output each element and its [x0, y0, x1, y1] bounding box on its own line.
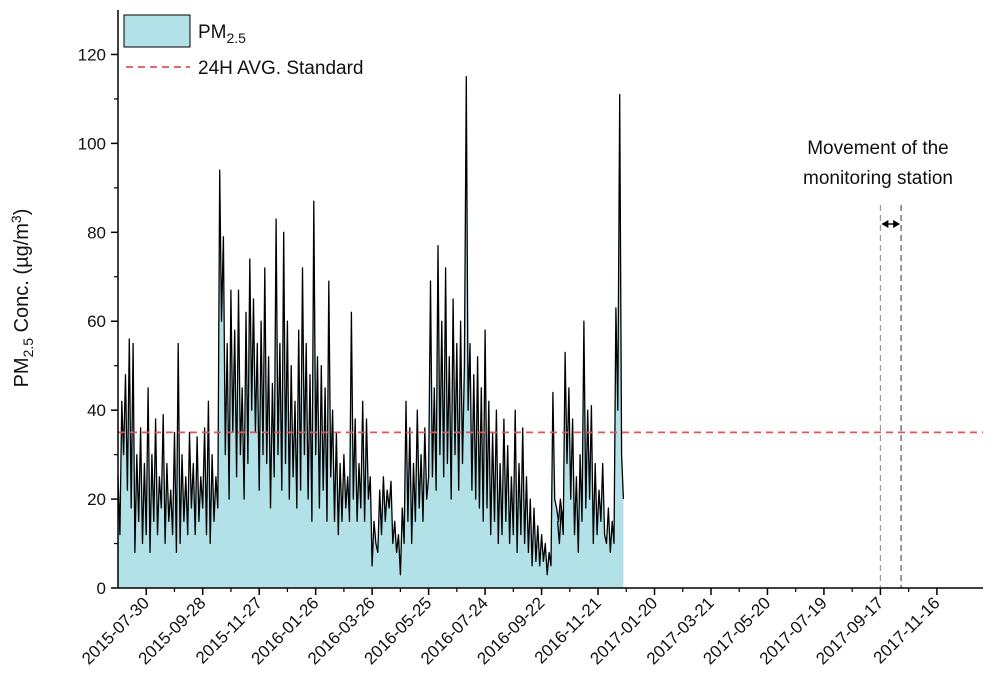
y-tick-label-40: 40: [87, 401, 106, 420]
y-tick-label-60: 60: [87, 312, 106, 331]
y-tick-label-0: 0: [97, 579, 106, 598]
legend: PM2.5 24H AVG. Standard: [123, 14, 363, 79]
gap-arrow-right-head: [893, 220, 901, 228]
legend-label-pm25: PM2.5: [198, 22, 246, 46]
legend-label-standard: 24H AVG. Standard: [198, 58, 363, 79]
gap-arrow-left-head: [881, 220, 889, 228]
annotation: Movement of the monitoring station: [803, 138, 953, 588]
pm25-line-1: [117, 76, 565, 576]
pm25-area-2: [557, 94, 624, 588]
y-axis-title: PM2.5 Conc. (µg/m3): [8, 209, 36, 388]
y-tick-label-80: 80: [87, 223, 106, 242]
annotation-line-1: Movement of the: [807, 138, 949, 159]
plot-area: [117, 76, 983, 588]
y-tick-label-120: 120: [78, 45, 106, 64]
pm25-line-2: [556, 93, 625, 554]
annotation-line-2: monitoring station: [803, 168, 953, 189]
y-tick-label-100: 100: [78, 134, 106, 153]
legend-swatch-pm25: [123, 14, 191, 48]
y-tick-label-20: 20: [87, 490, 106, 509]
